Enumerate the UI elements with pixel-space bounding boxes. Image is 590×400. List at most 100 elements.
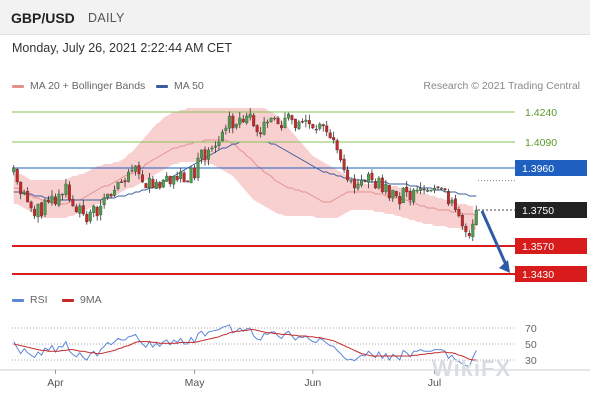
- x-tick-label-Jun: Jun: [304, 377, 321, 389]
- candle-body: [460, 215, 464, 227]
- rsi-swatch: [12, 298, 24, 302]
- candle-body: [81, 205, 85, 215]
- candle-body: [405, 186, 409, 193]
- watermark-text: WikiFX: [432, 356, 512, 381]
- candle-body: [394, 191, 398, 197]
- rsi-legend-label: RSI: [30, 294, 48, 306]
- candle-body: [297, 121, 301, 129]
- forecast-arrow: [480, 210, 509, 268]
- candle-body: [130, 169, 134, 172]
- symbol-label: GBP/USD: [11, 10, 75, 26]
- candle-body: [467, 233, 471, 237]
- bollinger-band-area: [13, 108, 477, 230]
- candle-body: [234, 123, 238, 128]
- candle-body: [342, 158, 346, 171]
- candle-body: [307, 120, 311, 125]
- candle-body: [22, 191, 26, 194]
- candle-body: [200, 149, 204, 159]
- candle-body: [123, 180, 127, 183]
- candle-body: [321, 124, 325, 127]
- candle-body: [290, 115, 294, 121]
- legend-rsi-ma: 9MA: [62, 294, 102, 306]
- candle-body: [401, 187, 405, 204]
- candle-body: [457, 209, 461, 217]
- candle-body: [127, 171, 130, 182]
- candle-body: [440, 187, 443, 190]
- candle-body: [384, 183, 388, 192]
- candle-body: [147, 177, 151, 189]
- candle-body: [450, 199, 454, 204]
- bollinger-swatch: [12, 84, 24, 88]
- candle-body: [57, 193, 61, 206]
- candle-body: [144, 183, 148, 189]
- candle-body: [314, 128, 318, 131]
- candle-body: [109, 194, 113, 197]
- candle-body: [165, 175, 169, 182]
- candle-body: [366, 173, 370, 183]
- candle-body: [471, 223, 475, 237]
- candle-body: [140, 174, 144, 183]
- candle-body: [311, 124, 315, 129]
- candle-body: [92, 205, 96, 213]
- candle-body: [158, 182, 162, 189]
- candle-body: [328, 132, 332, 139]
- level-label-1.3570: 1.3570: [522, 241, 554, 253]
- candle-body: [227, 115, 231, 129]
- x-tick-label-Apr: Apr: [47, 377, 64, 389]
- candle-body: [380, 177, 384, 193]
- candle-body: [325, 125, 329, 133]
- candle-body: [332, 137, 336, 141]
- candle-body: [269, 117, 273, 122]
- candle-body: [102, 197, 106, 206]
- legend-rsi: RSI: [12, 294, 48, 306]
- candle-body: [133, 165, 137, 172]
- candle-body: [266, 121, 270, 124]
- candle-body: [40, 202, 44, 217]
- candle-body: [353, 178, 357, 189]
- key-levels: 1.4240 1.4090 1.3960 1.3750 1.3570 1.3430: [12, 107, 587, 282]
- candle-body: [231, 115, 235, 129]
- candle-body: [415, 189, 419, 192]
- level-label-1.3960: 1.3960: [522, 163, 554, 175]
- candle-body: [273, 117, 277, 120]
- level-label-1.4240: 1.4240: [525, 107, 557, 119]
- x-tick-label-May: May: [185, 377, 206, 389]
- candle-body: [64, 183, 68, 195]
- level-tag-1.3960: [515, 160, 587, 176]
- candle-body: [179, 171, 183, 179]
- ma50-swatch: [156, 84, 168, 88]
- rsi-tick-label-50: 50: [525, 339, 537, 351]
- candle-body: [120, 181, 124, 183]
- candle-body: [259, 132, 263, 135]
- candle-body: [377, 177, 381, 189]
- rsi-line: [13, 324, 477, 367]
- candle-body: [398, 196, 402, 205]
- candle-body: [464, 226, 468, 233]
- candle-body: [422, 188, 426, 191]
- rsi-ma-legend-label: 9MA: [80, 294, 102, 306]
- candle-body: [419, 187, 423, 191]
- candle-body: [113, 189, 117, 196]
- candle-body: [360, 179, 363, 186]
- candle-body: [241, 118, 245, 123]
- candle-body: [220, 131, 224, 142]
- level-label-1.3750: 1.3750: [522, 205, 554, 217]
- level-label-1.3430: 1.3430: [522, 269, 554, 281]
- candle-body: [74, 206, 78, 213]
- bollinger-legend-label: MA 20 + Bollinger Bands: [30, 80, 146, 92]
- candle-body: [443, 188, 447, 191]
- candle-body: [207, 149, 210, 160]
- candle-body: [196, 157, 200, 179]
- candle-body: [408, 191, 412, 201]
- candle-body: [213, 145, 217, 148]
- candle-body: [193, 167, 197, 179]
- candle-body: [175, 175, 179, 181]
- period-label: DAILY: [88, 11, 125, 25]
- candle-body: [370, 172, 374, 181]
- candle-body: [12, 167, 16, 173]
- credit-label: Research © 2021 Trading Central: [423, 80, 580, 92]
- timestamp-label: Monday, July 26, 2021 2:22:44 AM CET: [12, 41, 233, 55]
- candle-body: [293, 118, 297, 129]
- candle-body: [346, 169, 350, 181]
